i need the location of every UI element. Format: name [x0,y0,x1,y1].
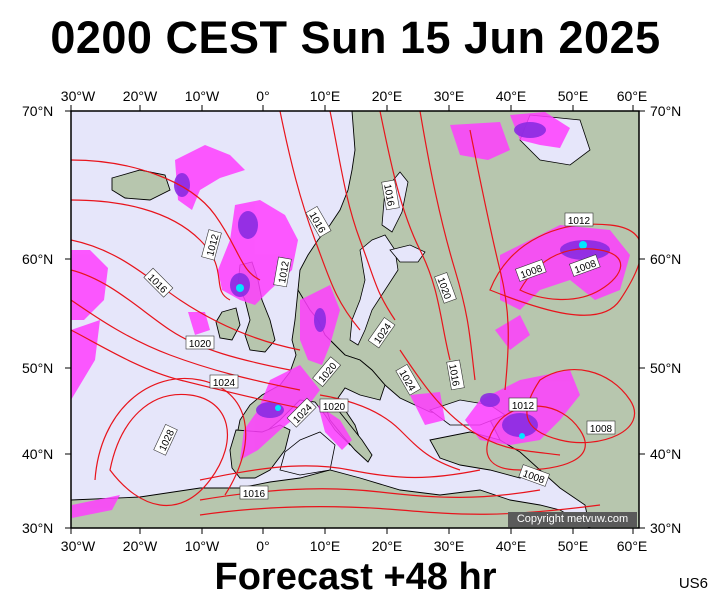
lat-label-left: 30°N [22,520,54,536]
isobar-label: 1020 [189,339,212,350]
lon-label-top: 40°E [495,88,527,104]
lon-label-top: 20°E [371,88,403,104]
isobar-label: 1024 [213,378,236,389]
isobar-label: 1008 [590,424,613,435]
isobar-label: 1012 [568,216,591,227]
lat-label-left: 60°N [22,251,54,267]
forecast-label: Forecast +48 hr [214,556,497,598]
lon-label-top: 50°E [557,88,589,104]
lon-label-bottom: 30°W [60,538,96,554]
lon-label-bottom: 30°E [433,538,465,554]
lat-label-right: 60°N [650,251,682,267]
isobar-label: 1016 [243,489,266,500]
lon-label-top: 60°E [616,88,648,104]
lon-label-top: 0° [256,88,270,104]
lon-label-bottom: 0° [256,538,270,554]
lat-label-right: 30°N [650,520,682,536]
lon-label-top: 10°E [309,88,341,104]
lon-label-top: 30°W [60,88,96,104]
lon-label-bottom: 40°E [495,538,527,554]
lon-label-bottom: 10°E [309,538,341,554]
map-frame [70,110,640,529]
lon-label-top: 20°W [122,88,158,104]
isobar-label: 1012 [277,260,292,284]
lat-label-left: 70°N [22,103,54,119]
precipitation [71,112,630,518]
lat-label-right: 40°N [650,446,682,462]
lat-label-right: 70°N [650,103,682,119]
isobar-label: 1020 [323,402,346,413]
lon-label-bottom: 20°E [371,538,403,554]
lat-label-left: 50°N [22,360,54,376]
isobar-label: 1016 [446,363,461,387]
lat-label-right: 50°N [650,360,682,376]
model-code: US6 [678,575,708,592]
copyright-notice: Copyright metvuw.com [508,512,637,527]
axis-ticks [65,105,645,534]
lat-label-left: 40°N [22,446,54,462]
inland-seas [279,114,591,476]
isobar-label: 1016 [381,183,396,207]
lon-label-bottom: 50°E [557,538,589,554]
lon-label-top: 30°E [433,88,465,104]
lon-label-bottom: 20°W [122,538,158,554]
lon-label-top: 10°W [184,88,220,104]
lon-label-bottom: 60°E [616,538,648,554]
isobar-labels: 1016 1016 1012 1016 1012 1016 1020 1024 … [143,179,616,500]
lon-label-bottom: 10°W [184,538,220,554]
isobar-label: 1012 [512,401,535,412]
chart-title: 0200 CEST Sun 15 Jun 2025 [50,12,661,63]
